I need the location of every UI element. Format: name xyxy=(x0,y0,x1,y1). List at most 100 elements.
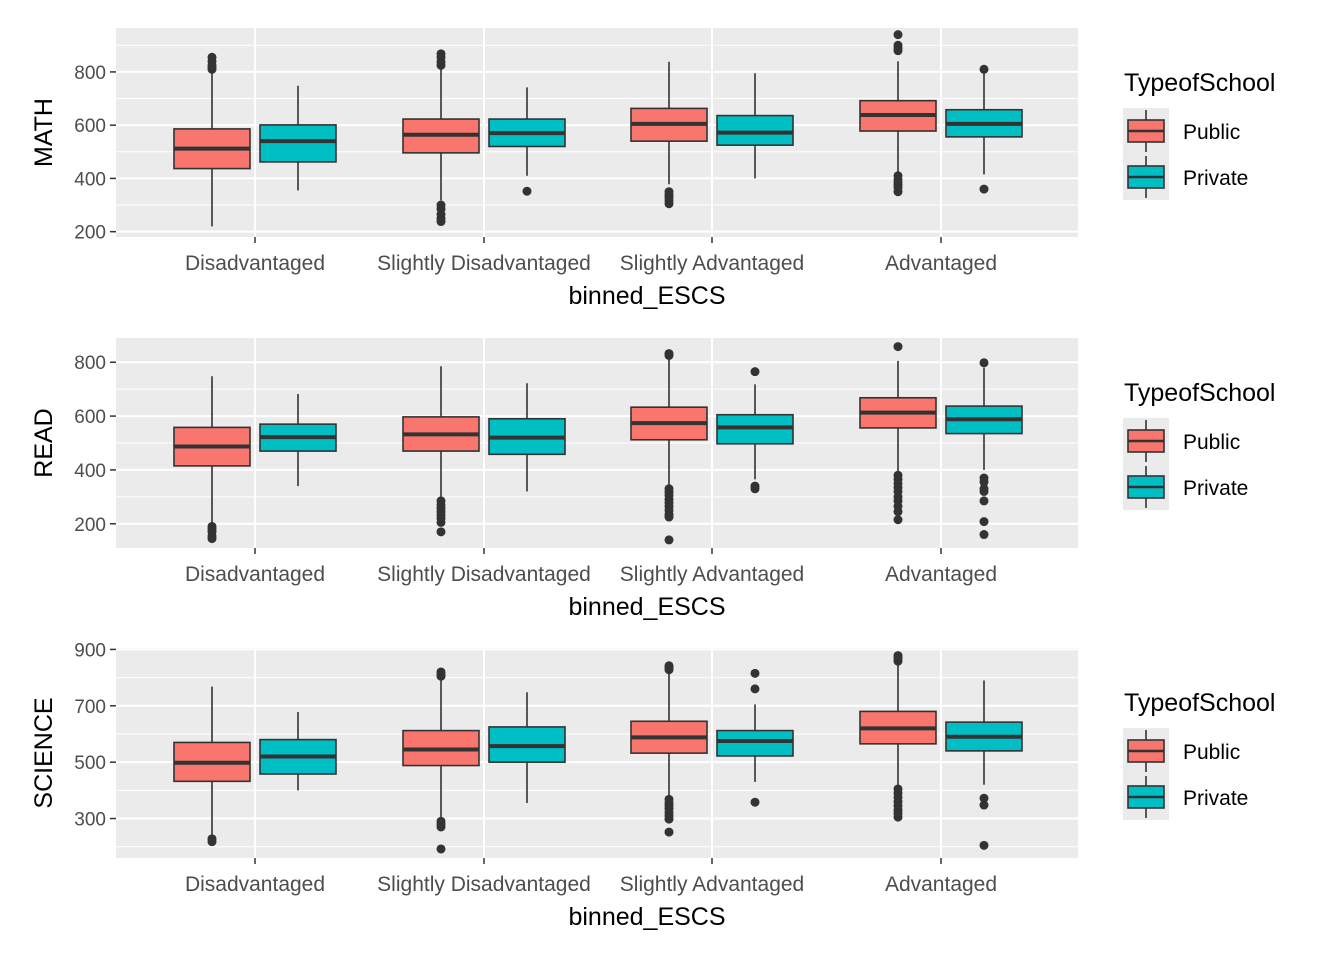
outlier-point xyxy=(893,187,903,197)
panel-science: 300 500 700 900 Disadvantaged Slightly Disadv… xyxy=(30,640,1276,931)
outlier-point xyxy=(979,64,989,74)
x-axis-title: binned_ESCS xyxy=(568,593,725,621)
y-tick-label: 500 xyxy=(74,753,106,774)
outlier-point xyxy=(664,827,674,837)
x-tick-label: Advantaged xyxy=(885,873,997,896)
outlier-point xyxy=(436,527,446,537)
box-private-2 xyxy=(716,73,794,179)
outlier-point xyxy=(979,184,989,194)
y-tick-label: 800 xyxy=(74,63,106,84)
outlier-point xyxy=(436,217,446,227)
outlier-point xyxy=(664,512,674,522)
box-private-0 xyxy=(259,711,337,791)
outlier-point xyxy=(750,668,760,678)
outlier-point xyxy=(664,199,674,209)
box-public-1 xyxy=(402,366,480,537)
outlier-point xyxy=(207,534,217,544)
x-tick-label: Slightly Disadvantaged xyxy=(377,563,591,586)
box-iqr xyxy=(259,124,337,163)
box-private-2 xyxy=(716,367,794,494)
y-tick-label: 200 xyxy=(74,223,106,244)
y-tick-label: 700 xyxy=(74,697,106,718)
x-tick-label: Disadvantaged xyxy=(185,873,325,896)
box-public-1 xyxy=(402,49,480,227)
box-private-2 xyxy=(716,668,794,807)
box-public-3 xyxy=(859,30,937,197)
box-private-0 xyxy=(259,85,337,191)
x-tick-label: Slightly Disadvantaged xyxy=(377,873,591,896)
y-tick-label: 900 xyxy=(74,640,106,661)
y-tick-label: 600 xyxy=(74,116,106,137)
box-public-1 xyxy=(402,667,480,854)
box-public-2 xyxy=(630,349,708,545)
outlier-point xyxy=(750,684,760,694)
y-tick-label: 400 xyxy=(74,461,106,482)
outlier-point xyxy=(207,52,217,62)
outlier-point xyxy=(893,30,903,40)
outlier-point xyxy=(207,837,217,847)
box-public-3 xyxy=(859,651,937,822)
x-tick-label: Slightly Advantaged xyxy=(620,563,804,586)
outlier-point xyxy=(436,822,446,832)
outlier-point xyxy=(979,793,989,803)
outlier-point xyxy=(436,49,446,59)
x-tick-label: Advantaged xyxy=(885,252,997,275)
y-tick-label: 400 xyxy=(74,169,106,190)
outlier-point xyxy=(750,797,760,807)
outlier-point xyxy=(893,515,903,525)
box-public-3 xyxy=(859,342,937,525)
box-private-3 xyxy=(945,680,1023,850)
outlier-point xyxy=(979,800,989,810)
box-private-1 xyxy=(488,383,566,492)
legend: TypeofSchool Public Private xyxy=(1123,69,1276,200)
outlier-point xyxy=(436,844,446,854)
outlier-point xyxy=(750,367,760,377)
legend-title: TypeofSchool xyxy=(1124,689,1276,717)
outlier-point xyxy=(979,496,989,506)
outlier-point xyxy=(664,351,674,360)
box-private-3 xyxy=(945,358,1023,540)
y-tick-label: 300 xyxy=(74,810,106,831)
box-public-0 xyxy=(173,52,251,227)
x-axis-title: binned_ESCS xyxy=(568,903,725,931)
outlier-point xyxy=(979,840,989,850)
y-tick-label: 600 xyxy=(74,407,106,428)
box-public-2 xyxy=(630,661,708,837)
outlier-point xyxy=(436,517,446,527)
outlier-point xyxy=(979,517,989,527)
y-tick-label: 200 xyxy=(74,515,106,536)
legend: TypeofSchool Public Private xyxy=(1123,689,1276,820)
outlier-point xyxy=(979,530,989,540)
outlier-point xyxy=(664,814,674,824)
x-tick-label: Slightly Advantaged xyxy=(620,873,804,896)
box-private-1 xyxy=(488,87,566,196)
outlier-point xyxy=(664,535,674,545)
x-tick-label: Disadvantaged xyxy=(185,563,325,586)
box-private-1 xyxy=(488,692,566,804)
outlier-point xyxy=(750,484,760,494)
x-tick-label: Disadvantaged xyxy=(185,252,325,275)
box-private-3 xyxy=(945,64,1023,194)
y-tick-label: 800 xyxy=(74,353,106,374)
outlier-point xyxy=(664,665,674,675)
legend-label-public: Public xyxy=(1183,121,1240,144)
box-private-0 xyxy=(259,394,337,487)
legend: TypeofSchool Public Private xyxy=(1123,379,1276,510)
outlier-point xyxy=(979,486,989,496)
box-iqr xyxy=(716,114,794,146)
box-public-2 xyxy=(630,61,708,209)
panel-read: 200 400 600 800 Disadvantaged Slightly Disadv… xyxy=(30,338,1276,621)
y-axis-title: SCIENCE xyxy=(30,697,58,808)
outlier-point xyxy=(893,812,903,822)
x-tick-label: Advantaged xyxy=(885,563,997,586)
legend-label-public: Public xyxy=(1183,741,1240,764)
outlier-point xyxy=(436,671,446,681)
outlier-point xyxy=(979,358,989,368)
panel-math: 200 400 600 800 Disadvantaged Slightly Disadv… xyxy=(30,28,1276,310)
outlier-point xyxy=(979,477,989,487)
box-public-0 xyxy=(173,376,251,544)
outlier-point xyxy=(522,186,532,196)
legend-label-public: Public xyxy=(1183,431,1240,454)
legend-label-private: Private xyxy=(1183,787,1248,810)
